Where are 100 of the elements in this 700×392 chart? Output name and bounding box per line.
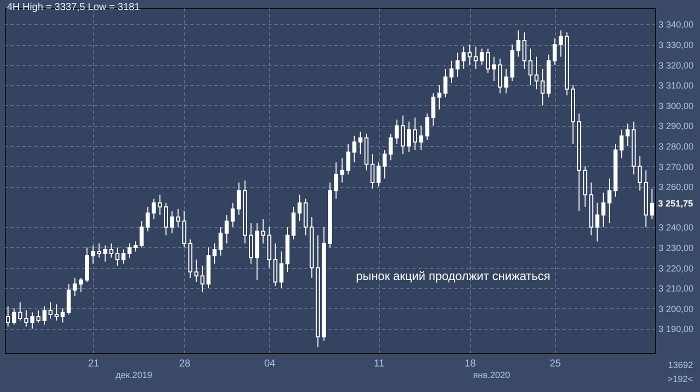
candlestick [449,60,454,84]
x-tick-label: 25 [550,358,562,370]
candlestick [249,222,254,264]
candlestick [134,240,138,252]
candlestick [456,52,460,78]
candlestick [370,154,375,190]
candlestick [42,306,46,326]
candlestick [382,150,387,179]
candlestick [334,162,338,200]
candlestick [516,30,520,58]
candlestick [164,202,168,236]
candlestick [261,218,266,244]
text: 3 251,75 [658,198,694,208]
candlestick [176,208,180,228]
candlestick [346,143,350,175]
candlestick [54,304,59,322]
candlestick [498,58,502,94]
candlestick [292,206,296,240]
y-tick-label: 3 320,00 [658,60,694,70]
candlestick [60,308,65,324]
candlestick [552,38,557,66]
candlestick [97,242,102,258]
candlestick [48,302,53,319]
candlestick [230,202,235,228]
candlestick [522,32,526,70]
text: 13692 [668,360,693,370]
candlestick [352,135,356,163]
candlestick [115,246,120,266]
candlestick [340,158,344,184]
y-tick-label: 3 200,00 [658,304,694,314]
candlestick [18,302,22,322]
candlestick [650,188,654,220]
candlestick [394,119,399,144]
y-tick-label: 3 300,00 [658,100,694,111]
candlestick [140,220,144,248]
candlestick [91,244,96,264]
candlestick [103,244,108,262]
y-tick-label: 3 340,00 [658,20,694,30]
candlestick [468,44,472,66]
candlestick [462,46,466,70]
x-tick-label: 21 [88,358,100,370]
chart-title: 4H High = 3337,5 Low = 3181 [7,2,140,13]
candlestick [443,68,448,98]
candlestick [128,242,132,258]
candlestick [36,310,40,324]
candlestick [437,84,442,110]
candlestick [480,48,484,66]
y-tick-label: 3 270,00 [658,162,694,172]
candlestick [474,46,478,70]
candlestick [182,210,186,248]
candlestick [236,182,241,216]
text: дек.2019 [116,370,152,380]
candlestick [24,310,28,328]
x-tick-label: 04 [264,358,276,370]
candlestick [492,56,496,82]
candlestick [601,192,606,228]
x-tick-label: 18 [464,358,476,370]
candlestick [121,249,126,264]
y-tick-label: 3 330,00 [658,40,694,50]
candlestick [620,129,624,159]
candlestick [194,259,198,282]
candlestick [528,48,532,86]
candlestick [406,121,411,153]
candlestick [607,178,612,224]
candlestick [419,125,424,151]
candlestick [72,277,77,297]
x-tick-label: 11 [374,358,385,370]
y-tick-label: 3 190,00 [658,324,694,334]
candlestick [224,214,229,244]
candlestick [146,206,150,232]
candlestick [212,242,217,264]
candlestick [638,156,642,192]
candlestick [66,284,71,315]
candlestick [358,131,362,155]
candlestick [78,277,83,293]
candlestick [540,68,545,106]
candlestick [200,265,204,293]
candlestick [12,308,16,326]
text: янв.2020 [473,370,510,380]
candlestick [170,210,174,234]
candlestick [558,30,563,58]
text: >192< [667,374,693,384]
candlestick [109,242,114,258]
candlestick [413,117,418,151]
candlestick [388,133,393,161]
annotation: рынок акций продолжит снижаться [356,269,550,283]
candlestick [30,312,34,330]
candlestick [218,226,223,256]
candlestick [400,115,405,155]
candlestick [486,48,490,74]
y-tick-label: 3 230,00 [658,242,694,253]
candlestick [534,56,539,90]
y-tick-label: 3 290,00 [658,121,694,132]
candlestick [595,202,600,242]
candlestick [158,194,162,216]
y-tick-label: 3 210,00 [658,284,694,294]
y-tick-label: 3 310,00 [658,80,694,91]
candlestick [431,92,436,126]
candlestick [425,113,430,140]
y-tick-label: 3 280,00 [658,142,694,152]
